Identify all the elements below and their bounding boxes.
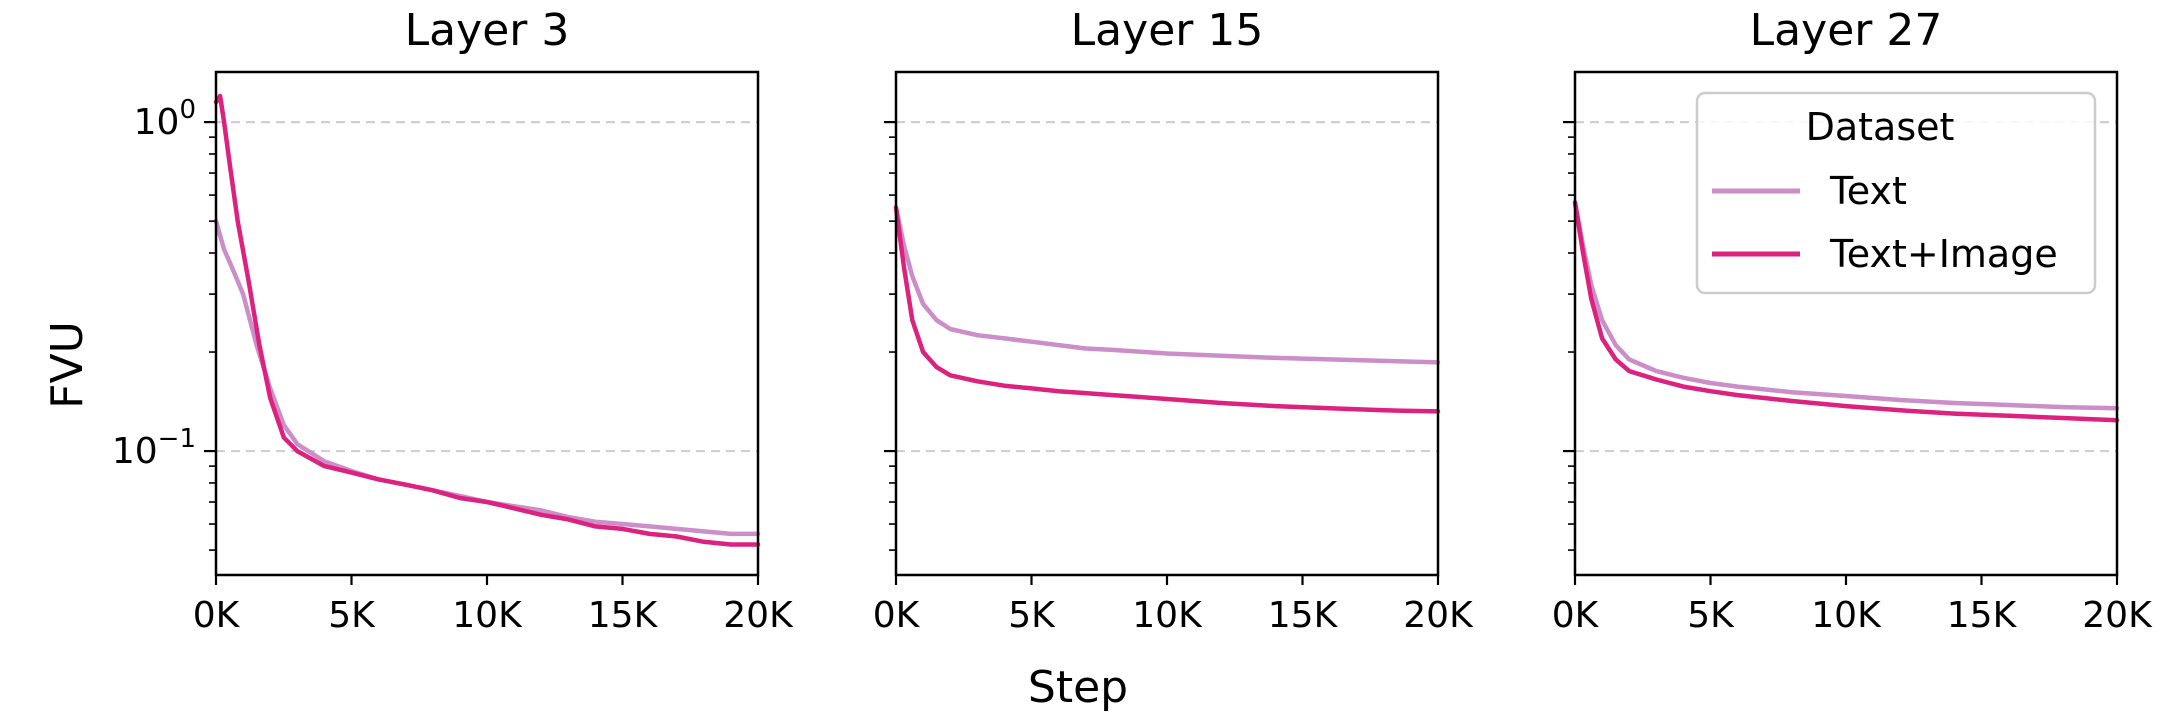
x-tick-label: 10K bbox=[1811, 595, 1882, 636]
series-line-text bbox=[213, 218, 761, 537]
axes-frame bbox=[214, 70, 760, 577]
x-tick-label: 0K bbox=[1552, 595, 1600, 636]
x-tick-label: 0K bbox=[873, 595, 921, 636]
legend-frame bbox=[1695, 91, 2097, 295]
x-tick-label: 20K bbox=[723, 595, 794, 636]
panel-layer-15: Layer 15 0K 5K 10K 15K 20K bbox=[873, 5, 1474, 636]
legend-title: Dataset bbox=[1806, 105, 1955, 149]
series-line-text-image bbox=[213, 93, 761, 547]
x-tick-label: 15K bbox=[1947, 595, 2018, 636]
y-axis-label: FVU bbox=[42, 321, 93, 409]
series-line-text bbox=[1572, 200, 2120, 411]
legend-label-text-image: Text+Image bbox=[1829, 232, 2058, 276]
x-tick-label: 15K bbox=[588, 595, 659, 636]
x-tick-label: 5K bbox=[1687, 595, 1735, 636]
x-tick-label: 20K bbox=[2082, 595, 2153, 636]
x-tick-label: 20K bbox=[1403, 595, 1474, 636]
legend-label-text: Text bbox=[1829, 169, 1907, 213]
panel-title: Layer 15 bbox=[1071, 5, 1264, 56]
x-tick-label: 0K bbox=[193, 595, 241, 636]
axes-frame bbox=[894, 70, 1440, 577]
y-tick-label: 10−1 bbox=[112, 424, 196, 472]
x-tick-label: 10K bbox=[452, 595, 523, 636]
series-line-text-image bbox=[1572, 200, 2120, 423]
x-tick-label: 5K bbox=[1008, 595, 1056, 636]
y-tick-label: 100 bbox=[134, 95, 196, 143]
x-tick-label: 15K bbox=[1268, 595, 1339, 636]
panel-title: Layer 3 bbox=[405, 5, 570, 56]
panel-layer-3: Layer 3 0K 5K 10K 15K 20K 100 10−1 bbox=[112, 5, 794, 636]
legend: Dataset Text Text+Image bbox=[1695, 91, 2097, 295]
series-line-text bbox=[893, 205, 1441, 365]
series-line-text-image bbox=[893, 205, 1441, 414]
x-tick-label: 5K bbox=[328, 595, 376, 636]
x-tick-label: 10K bbox=[1132, 595, 1203, 636]
panel-title: Layer 27 bbox=[1750, 5, 1943, 56]
x-axis-label: Step bbox=[1028, 662, 1128, 713]
